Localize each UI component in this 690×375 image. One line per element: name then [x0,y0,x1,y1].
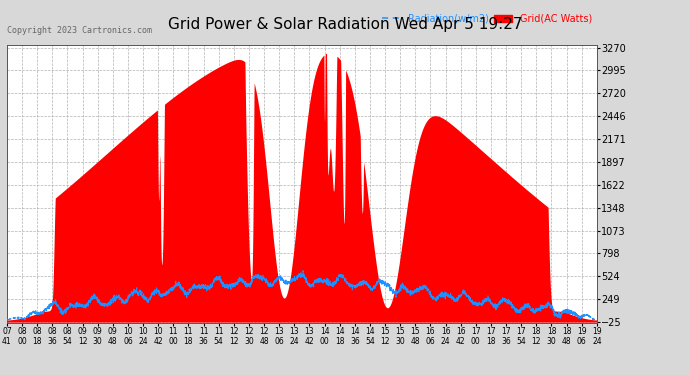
Text: Copyright 2023 Cartronics.com: Copyright 2023 Cartronics.com [7,26,152,35]
Legend: Radiation(w/m2), Grid(AC Watts): Radiation(w/m2), Grid(AC Watts) [379,10,596,28]
Text: Grid Power & Solar Radiation Wed Apr 5 19:27: Grid Power & Solar Radiation Wed Apr 5 1… [168,17,522,32]
